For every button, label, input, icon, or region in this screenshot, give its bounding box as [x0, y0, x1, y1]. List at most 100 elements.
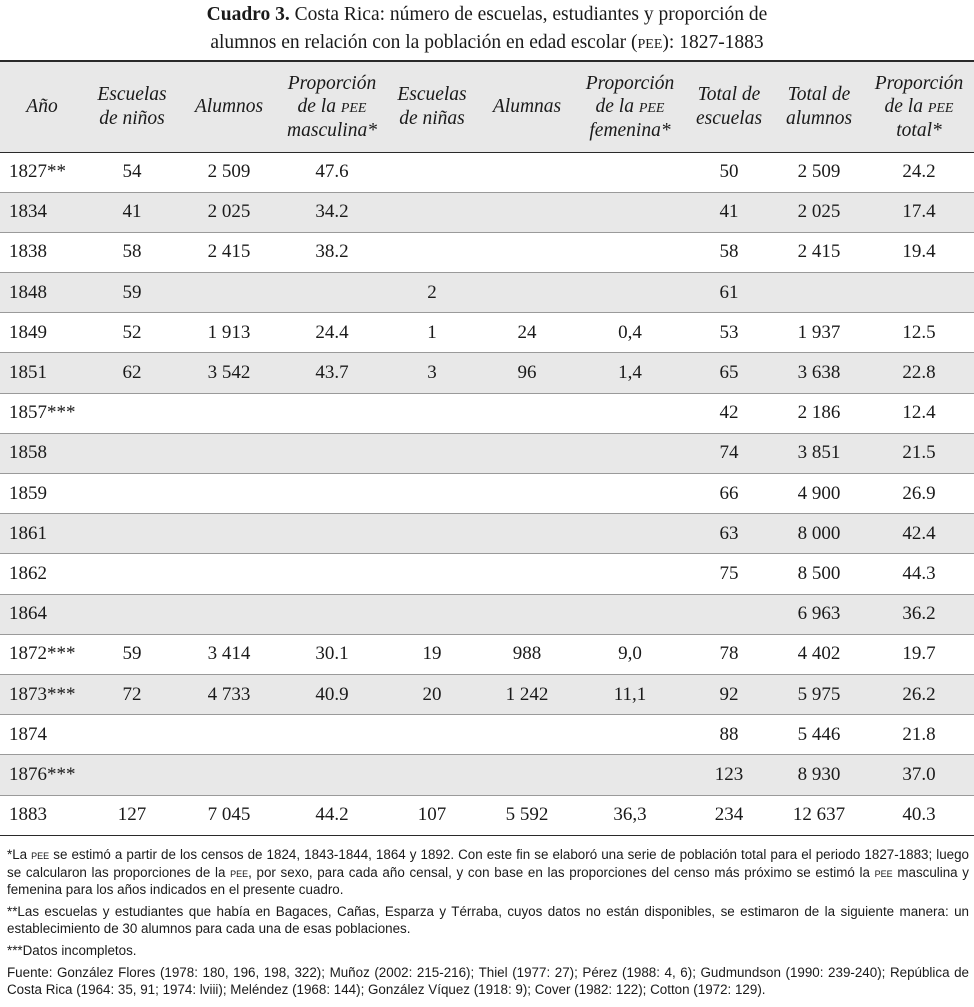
cell-anio: 1859 — [0, 473, 84, 515]
cell-proporcion-masculina: 40.9 — [278, 674, 386, 716]
cell-escuelas-ninas: 20 — [386, 674, 478, 716]
cell-escuelas-ninas: 2 — [386, 272, 478, 314]
caption-title-1: Costa Rica: número de escuelas, estudian… — [289, 4, 768, 25]
cell-anio: 1861 — [0, 513, 84, 555]
cell-proporcion-masculina: 44.2 — [278, 795, 386, 836]
cell-anio: 1827** — [0, 152, 84, 193]
table-row: 1827** 54 2 509 47.6 50 2 509 24.2 — [0, 152, 974, 193]
header-proporcion-masculina: Proporción de la pee masculina* — [278, 60, 386, 153]
cell-alumnas — [478, 192, 576, 233]
cell-escuelas-ninas — [386, 152, 478, 193]
cell-alumnas — [478, 232, 576, 274]
cell-anio: 1883 — [0, 795, 84, 836]
cell-alumnos: 4 733 — [180, 674, 278, 716]
cell-proporcion-masculina — [278, 754, 386, 796]
cell-alumnas — [478, 513, 576, 555]
cell-escuelas-ninas: 107 — [386, 795, 478, 836]
cell-proporcion-masculina: 34.2 — [278, 192, 386, 233]
cell-escuelas-ninas — [386, 433, 478, 475]
cell-alumnas — [478, 553, 576, 595]
cell-alumnas — [478, 152, 576, 193]
cell-alumnas: 1 242 — [478, 674, 576, 716]
cell-total-escuelas: 123 — [684, 754, 774, 796]
cell-proporcion-total: 36.2 — [864, 594, 974, 635]
cell-anio: 1862 — [0, 553, 84, 595]
cell-alumnos: 3 414 — [180, 634, 278, 675]
table-row: 1876*** 123 8 930 37.0 — [0, 754, 974, 796]
cell-anio: 1857*** — [0, 393, 84, 434]
cell-proporcion-femenina — [576, 714, 684, 756]
cell-proporcion-femenina — [576, 393, 684, 434]
cell-alumnos — [180, 473, 278, 515]
cell-alumnas — [478, 714, 576, 756]
cell-proporcion-femenina — [576, 553, 684, 595]
cell-alumnas: 96 — [478, 352, 576, 394]
cell-total-alumnos: 2 415 — [774, 232, 864, 274]
cell-proporcion-femenina: 36,3 — [576, 795, 684, 836]
cell-escuelas-ninos: 72 — [84, 674, 180, 716]
caption-line-2: alumnos en relación con la población en … — [0, 29, 974, 57]
table-body: 1827** 54 2 509 47.6 50 2 509 24.2 1834 41 2 025 3… — [0, 152, 974, 836]
cell-proporcion-masculina — [278, 513, 386, 555]
cell-proporcion-total: 12.5 — [864, 312, 974, 354]
cell-total-alumnos: 12 637 — [774, 795, 864, 836]
cell-total-escuelas — [684, 594, 774, 635]
cell-alumnos — [180, 393, 278, 434]
cell-proporcion-masculina — [278, 594, 386, 635]
cell-escuelas-ninos: 54 — [84, 152, 180, 193]
cell-escuelas-ninas — [386, 513, 478, 555]
cell-proporcion-femenina — [576, 473, 684, 515]
cell-alumnas: 5 592 — [478, 795, 576, 836]
cell-proporcion-femenina — [576, 232, 684, 274]
note-source: Fuente: González Flores (1978: 180, 196,… — [7, 964, 969, 998]
cell-total-escuelas: 66 — [684, 473, 774, 515]
caption-line-1: Cuadro 3. Costa Rica: número de escuelas… — [0, 1, 974, 29]
cell-total-alumnos: 2 186 — [774, 393, 864, 434]
cell-escuelas-ninas: 3 — [386, 352, 478, 394]
note-incomplete: ***Datos incompletos. — [7, 942, 137, 958]
cell-alumnas — [478, 272, 576, 314]
cell-proporcion-femenina — [576, 272, 684, 314]
table-row: 1883 127 7 045 44.2 107 5 592 36,3 234 12 637 40.… — [0, 795, 974, 836]
table-row: 1874 88 5 446 21.8 — [0, 714, 974, 756]
table-row: 1838 58 2 415 38.2 58 2 415 19.4 — [0, 232, 974, 274]
header-total-alumnos: Total de alumnos — [774, 60, 864, 153]
caption-title-3: ): 1827-1883 — [662, 32, 764, 53]
cell-escuelas-ninas: 1 — [386, 312, 478, 354]
cell-escuelas-ninos: 52 — [84, 312, 180, 354]
header-escuelas-ninos: Escuelas de niños — [84, 60, 180, 153]
cell-escuelas-ninas — [386, 473, 478, 515]
cell-proporcion-total: 19.4 — [864, 232, 974, 274]
cell-proporcion-total: 21.8 — [864, 714, 974, 756]
cell-total-escuelas: 234 — [684, 795, 774, 836]
cell-total-escuelas: 58 — [684, 232, 774, 274]
cell-alumnos: 2 025 — [180, 192, 278, 233]
cell-total-escuelas: 78 — [684, 634, 774, 675]
cell-total-escuelas: 92 — [684, 674, 774, 716]
cell-total-alumnos: 8 500 — [774, 553, 864, 595]
cell-proporcion-femenina — [576, 754, 684, 796]
cell-total-alumnos: 8 000 — [774, 513, 864, 555]
cell-proporcion-femenina — [576, 513, 684, 555]
note-estimates: **Las escuelas y estudiantes que había e… — [7, 903, 969, 937]
cell-proporcion-total: 26.2 — [864, 674, 974, 716]
cell-anio: 1873*** — [0, 674, 84, 716]
cell-alumnos: 1 913 — [180, 312, 278, 354]
cell-total-alumnos: 6 963 — [774, 594, 864, 635]
cell-proporcion-total: 42.4 — [864, 513, 974, 555]
cell-escuelas-ninos: 58 — [84, 232, 180, 274]
cell-proporcion-masculina — [278, 272, 386, 314]
cell-total-escuelas: 50 — [684, 152, 774, 193]
cell-proporcion-masculina: 47.6 — [278, 152, 386, 193]
cell-proporcion-masculina: 38.2 — [278, 232, 386, 274]
table-row: 1858 74 3 851 21.5 — [0, 433, 974, 475]
cell-proporcion-masculina — [278, 714, 386, 756]
cell-alumnas — [478, 754, 576, 796]
header-alumnas: Alumnas — [478, 60, 576, 153]
cell-total-escuelas: 74 — [684, 433, 774, 475]
cell-total-alumnos: 3 638 — [774, 352, 864, 394]
header-total-escuelas: Total de escuelas — [684, 60, 774, 153]
cell-proporcion-total: 26.9 — [864, 473, 974, 515]
cell-anio: 1849 — [0, 312, 84, 354]
table-row: 1873*** 72 4 733 40.9 20 1 242 11,1 92 5 975 26.2 — [0, 674, 974, 716]
